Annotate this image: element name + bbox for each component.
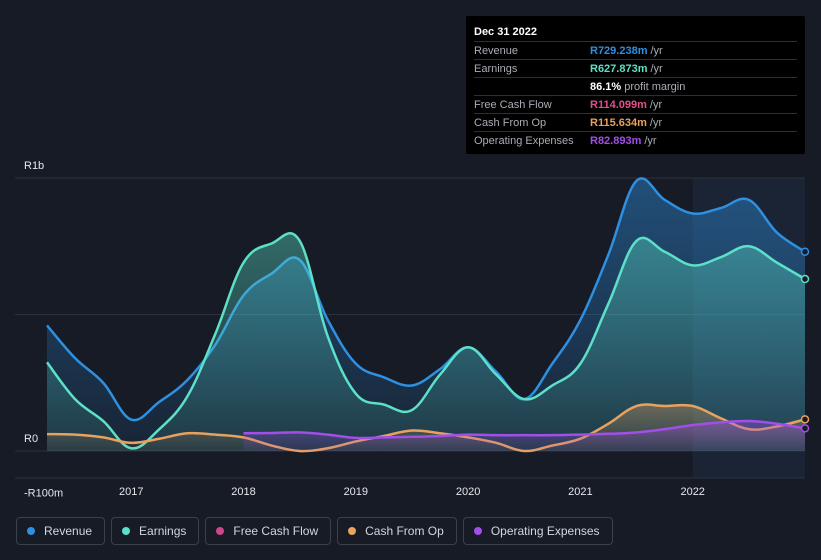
tooltip-label: Operating Expenses bbox=[474, 135, 574, 147]
tooltip-row-earnings: Earnings R627.873m /yr bbox=[474, 61, 797, 78]
tooltip-value: R82.893m bbox=[590, 135, 642, 147]
legend-dot-icon bbox=[27, 527, 35, 535]
tooltip-unit: /yr bbox=[650, 45, 663, 57]
tooltip-row-revenue: Revenue R729.238m /yr bbox=[474, 43, 797, 60]
y-tick-label: -R100m bbox=[24, 487, 63, 499]
x-tick-label: 2018 bbox=[231, 486, 255, 498]
series-end-marker-cash-from-op bbox=[800, 415, 810, 424]
tooltip-row-free-cash-flow: Free Cash Flow R114.099m /yr bbox=[474, 97, 797, 114]
legend-item-cash-from-op[interactable]: Cash From Op bbox=[337, 517, 457, 545]
tooltip-row-profit-margin: 86.1% profit margin bbox=[474, 79, 797, 96]
tooltip-value: R627.873m bbox=[590, 63, 648, 75]
tooltip-value: R114.099m bbox=[590, 99, 647, 111]
legend: Revenue Earnings Free Cash Flow Cash Fro… bbox=[16, 517, 613, 545]
series-line-earnings bbox=[46, 232, 806, 450]
tooltip-date: Dec 31 2022 bbox=[474, 24, 797, 42]
legend-label: Revenue bbox=[44, 524, 93, 538]
legend-item-operating-expenses[interactable]: Operating Expenses bbox=[462, 517, 613, 545]
legend-dot-icon bbox=[473, 527, 482, 535]
tooltip-unit: /yr bbox=[650, 63, 663, 75]
tooltip-row-cash-from-op: Cash From Op R115.634m /yr bbox=[474, 115, 797, 132]
legend-label: Cash From Op bbox=[365, 524, 444, 538]
tooltip-row-operating-expenses: Operating Expenses R82.893m /yr bbox=[474, 133, 797, 149]
series-line-revenue bbox=[46, 177, 806, 422]
series-line-operating-expenses bbox=[243, 419, 806, 440]
tooltip: Dec 31 2022 Revenue R729.238m /yr Earnin… bbox=[466, 16, 805, 154]
tooltip-label: Revenue bbox=[474, 45, 519, 57]
legend-item-free-cash-flow[interactable]: Free Cash Flow bbox=[205, 517, 332, 545]
legend-label: Free Cash Flow bbox=[233, 524, 319, 538]
x-tick-label: 2020 bbox=[456, 486, 480, 498]
tooltip-unit: /yr bbox=[644, 135, 657, 147]
x-tick-label: 2019 bbox=[344, 486, 368, 498]
legend-label: Earnings bbox=[139, 524, 187, 538]
y-tick-label: R1b bbox=[24, 160, 44, 172]
tooltip-value: 86.1% bbox=[590, 81, 622, 93]
tooltip-value: R729.238m bbox=[590, 45, 648, 57]
tooltip-unit: /yr bbox=[649, 99, 663, 111]
tooltip-value: R115.634m bbox=[590, 117, 647, 129]
series-end-marker-earnings bbox=[800, 274, 810, 284]
tooltip-label: Cash From Op bbox=[474, 117, 547, 129]
tooltip-unit: /yr bbox=[649, 117, 663, 129]
x-tick-label: 2017 bbox=[119, 486, 143, 498]
legend-label: Operating Expenses bbox=[490, 524, 600, 538]
legend-dot-icon bbox=[348, 527, 357, 535]
legend-item-earnings[interactable]: Earnings bbox=[111, 517, 200, 545]
chart: R1b R0 -R100m 2017 2018 2019 2020 2021 2022 bbox=[15, 160, 810, 499]
tooltip-unit: profit margin bbox=[624, 81, 686, 93]
legend-item-revenue[interactable]: Revenue bbox=[16, 517, 106, 545]
series-end-marker-operating-expenses bbox=[800, 424, 810, 433]
x-tick-label: 2022 bbox=[680, 486, 704, 498]
legend-dot-icon bbox=[216, 527, 225, 535]
y-tick-label: R0 bbox=[24, 433, 38, 445]
tooltip-label bbox=[474, 79, 590, 95]
tooltip-label: Free Cash Flow bbox=[474, 99, 552, 111]
legend-dot-icon bbox=[122, 527, 131, 535]
tooltip-label: Earnings bbox=[474, 63, 518, 75]
x-tick-label: 2021 bbox=[568, 486, 592, 498]
series-end-marker-revenue bbox=[800, 247, 810, 256]
series-line-cash-from-op bbox=[46, 403, 806, 453]
